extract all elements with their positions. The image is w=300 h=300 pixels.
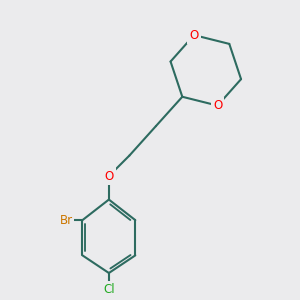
Text: O: O <box>189 28 199 42</box>
Text: Br: Br <box>60 214 73 226</box>
Text: Cl: Cl <box>103 283 115 296</box>
Text: O: O <box>213 99 222 112</box>
Text: O: O <box>104 169 113 183</box>
